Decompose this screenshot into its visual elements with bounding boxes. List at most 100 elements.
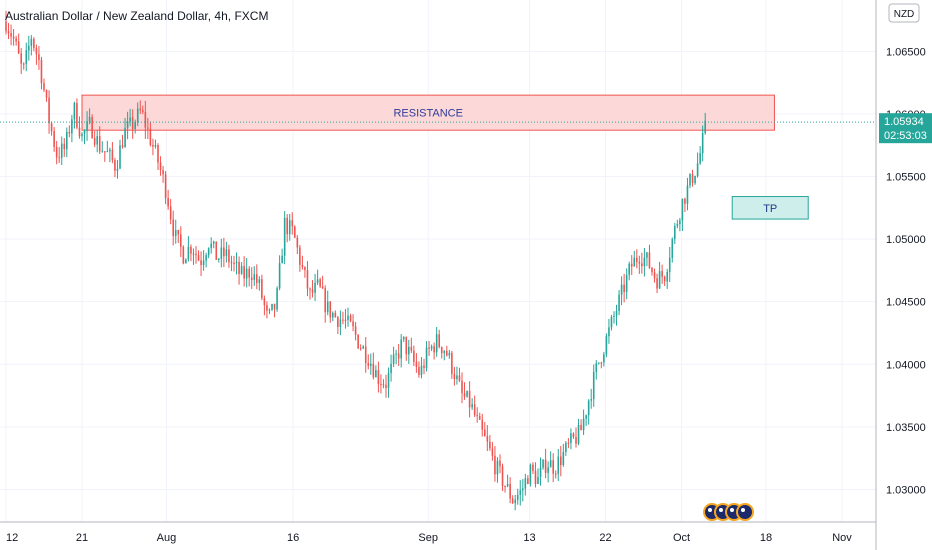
candle-body	[514, 499, 516, 504]
candle-body	[527, 478, 529, 484]
candle-body	[238, 261, 240, 274]
candle-body	[628, 263, 630, 275]
candle-body	[106, 151, 109, 153]
candle-body	[12, 36, 15, 39]
candle-body	[58, 157, 60, 159]
candle-body	[370, 363, 372, 366]
candle-body	[704, 120, 706, 134]
candle-body	[385, 384, 387, 388]
candle-body	[456, 375, 458, 380]
candle-body	[671, 239, 674, 258]
candle-body	[25, 50, 28, 64]
candle-body	[225, 249, 228, 257]
candle-body	[187, 246, 190, 260]
candle-body	[408, 346, 410, 355]
resistance-zone[interactable]	[81, 94, 775, 131]
candle-body	[433, 346, 435, 353]
candle-body	[560, 456, 562, 466]
candle-body	[250, 277, 253, 280]
time-axis[interactable]: 12 21 Aug 16 Sep 13 22 Oct 18 Nov	[0, 521, 876, 544]
candle-body	[570, 433, 572, 443]
candle-body	[463, 393, 466, 397]
candle-body	[347, 315, 349, 320]
candle-body	[435, 334, 438, 353]
candle-body	[486, 436, 489, 442]
x-tick-label: Nov	[832, 532, 852, 544]
candle-body	[582, 418, 585, 431]
candle-body	[585, 415, 587, 419]
candle-body	[375, 370, 377, 378]
candle-body	[524, 478, 527, 489]
candle-body	[326, 301, 329, 313]
candle-body	[544, 459, 547, 473]
candle-body	[240, 266, 243, 274]
candle-body	[22, 63, 25, 65]
price-axis[interactable]: 1.065001.060001.055001.050001.045001.040…	[875, 0, 932, 550]
candle-body	[359, 348, 362, 350]
candle-body	[402, 336, 405, 340]
candle-body	[314, 282, 316, 293]
candle-body	[641, 263, 643, 267]
candle-body	[111, 149, 114, 161]
event-flag-icon[interactable]	[736, 503, 754, 521]
candle-body	[235, 261, 238, 264]
candle-body	[339, 319, 342, 327]
x-tick-label: Aug	[157, 532, 177, 544]
candle-body	[547, 467, 549, 473]
candle-body	[572, 433, 575, 437]
candle-body	[451, 353, 453, 374]
candle-body	[461, 380, 463, 394]
candle-body	[174, 230, 177, 237]
candle-body	[33, 38, 35, 48]
candle-body	[630, 263, 633, 267]
candle-body	[499, 460, 501, 467]
candle-body	[542, 459, 544, 468]
candle-body	[96, 136, 98, 145]
candle-body	[646, 252, 648, 258]
bar-countdown: 02:53:03	[884, 130, 927, 142]
candle-body	[575, 436, 577, 444]
candle-body	[271, 303, 273, 310]
candle-body	[686, 185, 689, 204]
candle-body	[473, 404, 476, 415]
candle-body	[443, 350, 446, 354]
candle-body	[50, 123, 53, 132]
candle-body	[228, 249, 230, 263]
tp-zone[interactable]	[731, 196, 809, 220]
candle-body	[5, 21, 7, 32]
candle-body	[565, 442, 567, 453]
overlay-layer	[0, 121, 876, 521]
candle-body	[367, 362, 370, 366]
candle-body	[701, 133, 704, 154]
candle-body	[139, 108, 142, 111]
candles-layer	[5, 10, 706, 511]
candle-body	[73, 102, 76, 120]
candle-body	[476, 414, 478, 417]
candle-body	[53, 131, 55, 148]
candle-body	[362, 346, 364, 349]
candle-body	[423, 365, 425, 368]
candle-body	[185, 259, 187, 264]
candle-body	[98, 136, 101, 152]
chart-title: Australian Dollar / New Zealand Dollar, …	[5, 9, 268, 23]
x-tick-label: 13	[523, 532, 535, 544]
candle-body	[81, 133, 83, 137]
tp-label: TP	[763, 203, 777, 215]
candle-body	[121, 145, 124, 148]
y-tick-label: 1.04500	[886, 297, 926, 309]
candle-body	[30, 38, 33, 47]
candle-body	[180, 234, 182, 247]
candle-body	[294, 226, 296, 238]
candle-body	[438, 334, 440, 348]
currency-badge[interactable]: NZD	[888, 3, 920, 23]
candle-body	[605, 336, 608, 355]
candle-body	[610, 316, 613, 328]
candle-body	[223, 247, 225, 257]
candle-body	[296, 237, 299, 248]
candle-body	[301, 264, 304, 267]
candle-body	[608, 327, 610, 337]
candle-body	[220, 247, 223, 259]
candle-body	[261, 279, 263, 299]
